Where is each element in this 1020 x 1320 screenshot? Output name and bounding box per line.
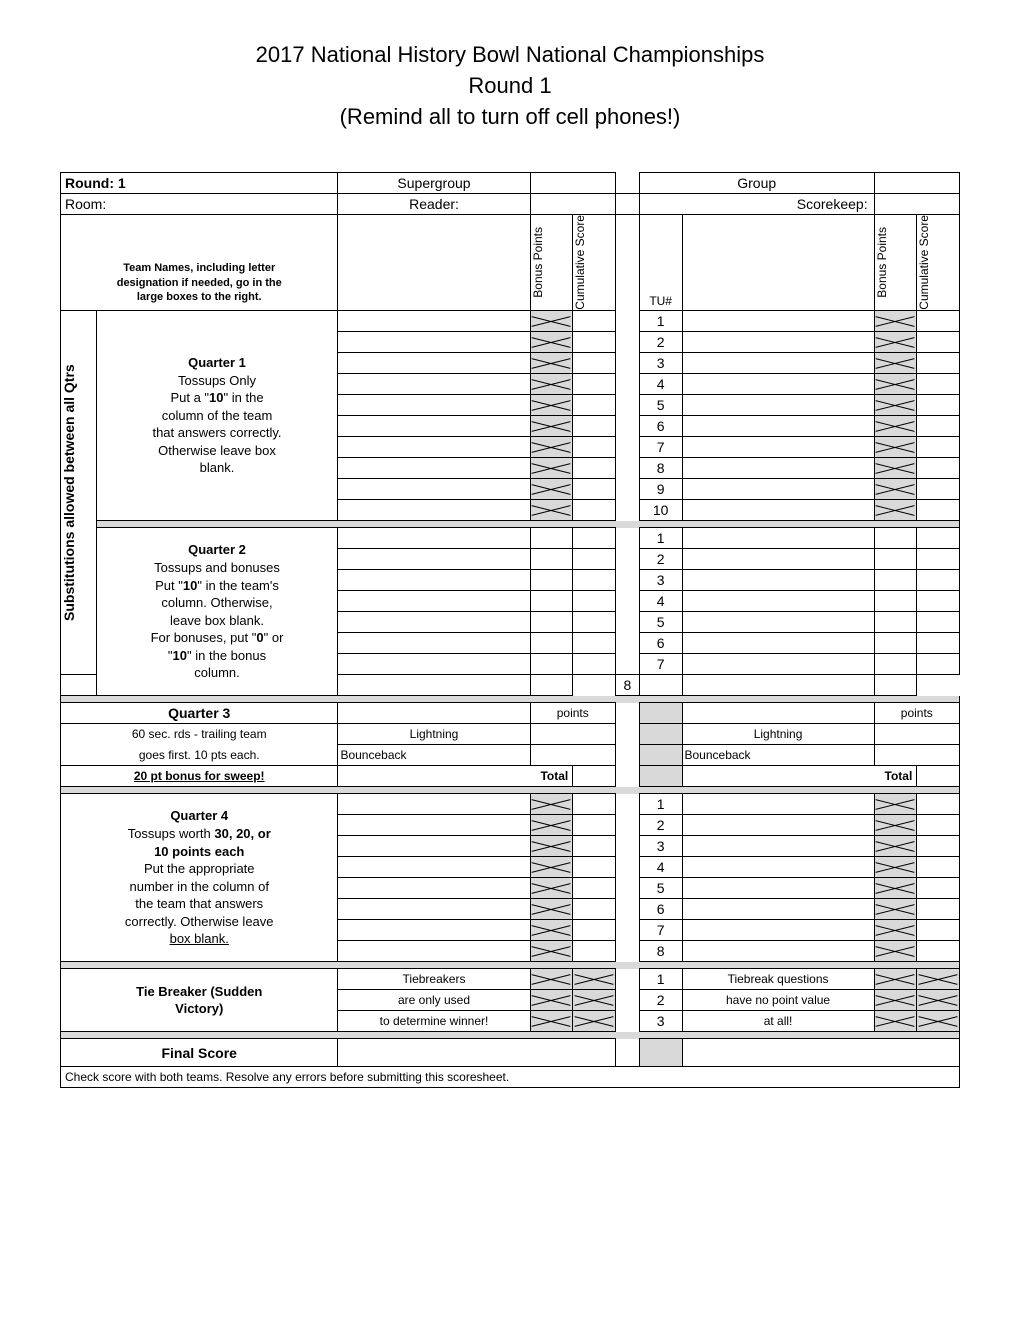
q4-instructions: Quarter 4 Tossups worth 30, 20, or 10 po…	[61, 794, 338, 962]
header-row-2: Room: Reader: Scorekeep:	[61, 194, 960, 215]
final-score-row: Final Score	[61, 1039, 960, 1067]
bonus-points-header-a: Bonus Points	[531, 227, 545, 298]
reader-label: Reader:	[338, 194, 530, 215]
q3-header: Quarter 3 points points	[61, 703, 960, 724]
title-block: 2017 National History Bowl National Cham…	[60, 40, 960, 132]
title-line3: (Remind all to turn off cell phones!)	[60, 102, 960, 133]
round-label: Round: 1	[61, 173, 338, 194]
group-label: Group	[639, 173, 874, 194]
scorekeep-value[interactable]	[874, 194, 959, 215]
title-line2: Round 1	[60, 71, 960, 102]
tu-header: TU#	[640, 294, 682, 310]
supergroup-value[interactable]	[530, 173, 615, 194]
q1-instructions: Quarter 1 Tossups Only Put a "10" in the…	[96, 311, 338, 521]
q2-instructions: Quarter 2 Tossups and bonuses Put "10" i…	[96, 528, 338, 696]
title-line1: 2017 National History Bowl National Cham…	[60, 40, 960, 71]
bonus-points-header-b: Bonus Points	[875, 227, 889, 298]
group-value[interactable]	[874, 173, 959, 194]
cumulative-score-header-a: Cumulative Score	[573, 215, 587, 310]
column-header-row: Team Names, including letter designation…	[61, 215, 960, 311]
final-score-a[interactable]	[338, 1039, 615, 1067]
reader-value[interactable]	[530, 194, 615, 215]
subs-label-cell: Substitutions allowed between all Qtrs	[61, 311, 97, 675]
team-b-name[interactable]	[682, 215, 874, 311]
final-score-b[interactable]	[682, 1039, 960, 1067]
cumulative-score-header-b: Cumulative Score	[917, 215, 931, 310]
tiebreaker-label: Tie Breaker (Sudden Victory)	[61, 969, 338, 1032]
supergroup-label: Supergroup	[338, 173, 530, 194]
team-names-note: Team Names, including letter designation…	[61, 215, 338, 311]
team-a-name[interactable]	[338, 215, 530, 311]
room-label: Room:	[61, 194, 338, 215]
header-row-1: Round: 1 Supergroup Group	[61, 173, 960, 194]
scoresheet-page: 2017 National History Bowl National Cham…	[60, 40, 960, 1088]
final-note: Check score with both teams. Resolve any…	[61, 1067, 960, 1088]
q1-row: Substitutions allowed between all Qtrs Q…	[61, 311, 960, 332]
scoresheet-table: Round: 1 Supergroup Group Room: Reader: …	[60, 172, 960, 1088]
scorekeep-label: Scorekeep:	[639, 194, 874, 215]
